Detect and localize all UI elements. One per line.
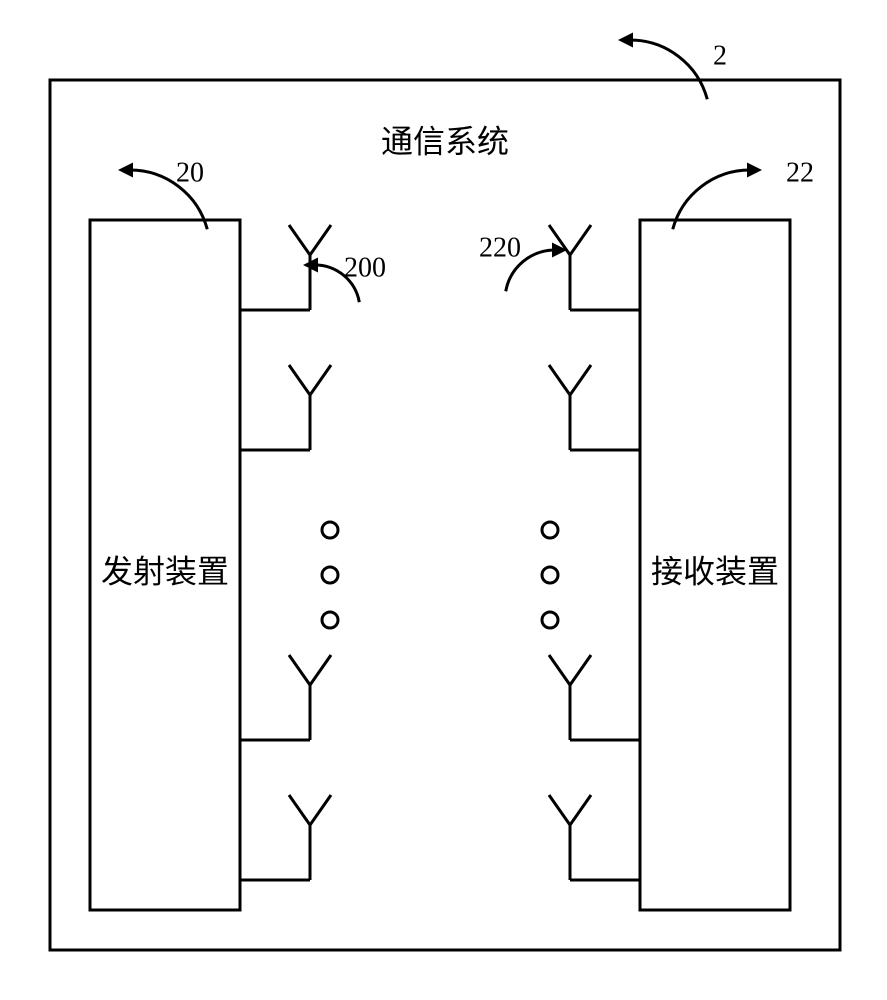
transmitter-antenna-vright-0 xyxy=(310,225,331,255)
transmitter-antenna-vleft-1 xyxy=(289,365,310,395)
transmitter-ellipsis-dot-0 xyxy=(322,522,338,538)
receiver-antenna-vright-2 xyxy=(570,655,591,685)
receiver-antenna-vleft-3 xyxy=(549,795,570,825)
receiver-antenna-vleft-2 xyxy=(549,655,570,685)
callout-label-tx: 20 xyxy=(176,157,204,188)
transmitter-label: 发射装置 xyxy=(101,553,229,589)
transmitter-antenna-vright-2 xyxy=(310,655,331,685)
callout-label-rx: 22 xyxy=(786,157,814,188)
transmitter-ellipsis-dot-2 xyxy=(322,612,338,628)
transmitter-antenna-vleft-2 xyxy=(289,655,310,685)
transmitter-antenna-vright-3 xyxy=(310,795,331,825)
callout-leader-system xyxy=(630,40,707,99)
receiver-ellipsis-dot-2 xyxy=(542,612,558,628)
system-title: 通信系统 xyxy=(381,123,509,159)
transmitter-antenna-vleft-3 xyxy=(289,795,310,825)
transmitter-antenna-vleft-0 xyxy=(289,225,310,255)
receiver-antenna-vleft-1 xyxy=(549,365,570,395)
callout-label-system: 2 xyxy=(713,40,727,71)
receiver-antenna-vright-3 xyxy=(570,795,591,825)
receiver-ellipsis-dot-1 xyxy=(542,567,558,583)
receiver-antenna-vright-0 xyxy=(570,225,591,255)
receiver-label: 接收装置 xyxy=(651,553,779,589)
callout-label-tx_ant: 200 xyxy=(344,252,386,283)
receiver-ellipsis-dot-0 xyxy=(542,522,558,538)
callout-label-rx_ant: 220 xyxy=(479,232,521,263)
transmitter-antenna-vright-1 xyxy=(310,365,331,395)
receiver-antenna-vright-1 xyxy=(570,365,591,395)
system-box xyxy=(50,80,840,950)
transmitter-ellipsis-dot-1 xyxy=(322,567,338,583)
